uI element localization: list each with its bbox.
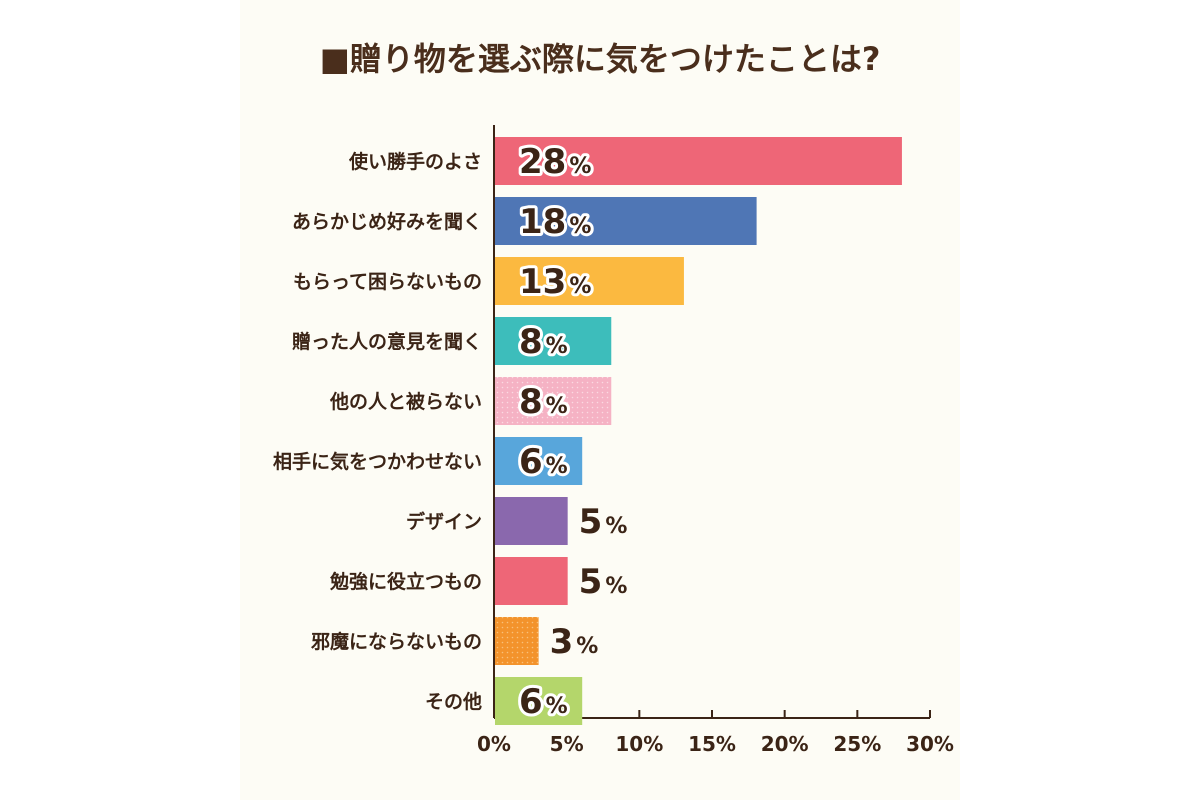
- value-label: 8%: [519, 382, 568, 422]
- bar: [495, 677, 583, 725]
- value-number: 8: [519, 382, 543, 422]
- value-label: 28%: [519, 142, 591, 182]
- bar: [495, 377, 612, 425]
- chart-panel: ■贈り物を選ぶ際に気をつけたことは? 0% 5% 10% 15% 20% 25% 30% 2…: [240, 0, 960, 800]
- category-labels: 使い勝手のよさあらかじめ好みを聞くもらって困らないもの贈った人の意見を聞く他の人…: [273, 150, 482, 713]
- value-unit: %: [605, 574, 627, 599]
- value-unit: %: [569, 274, 591, 299]
- bar: [495, 497, 568, 545]
- value-unit: %: [569, 154, 591, 179]
- value-label: 13%: [519, 262, 591, 302]
- bar: [495, 257, 684, 305]
- category-label: 邪魔にならないもの: [310, 630, 482, 653]
- category-label: その他: [425, 690, 482, 713]
- x-tick-label: 0%: [477, 732, 511, 756]
- value-unit: %: [546, 694, 568, 719]
- x-tick-label: 5%: [550, 732, 584, 756]
- x-axis: 0% 5% 10% 15% 20% 25% 30%: [477, 125, 954, 756]
- x-tick-label: 25%: [833, 732, 881, 756]
- bar: [495, 317, 612, 365]
- value-number: 28: [519, 142, 566, 182]
- category-label: デザイン: [406, 510, 482, 533]
- value-number: 3: [550, 622, 574, 662]
- x-tick-label: 30%: [906, 732, 954, 756]
- category-label: 相手に気をつかわせない: [273, 450, 482, 473]
- value-number: 8: [519, 322, 543, 362]
- value-unit: %: [546, 394, 568, 419]
- category-label: あらかじめ好みを聞く: [292, 210, 482, 233]
- value-label: 5%: [579, 502, 628, 542]
- x-tick-label: 20%: [761, 732, 809, 756]
- value-number: 6: [519, 682, 543, 722]
- value-unit: %: [546, 454, 568, 479]
- bar: [495, 617, 539, 665]
- x-tick-label: 15%: [688, 732, 736, 756]
- chart-title: ■贈り物を選ぶ際に気をつけたことは?: [320, 40, 881, 78]
- value-number: 6: [519, 442, 543, 482]
- bar: [495, 557, 568, 605]
- value-number: 18: [519, 202, 566, 242]
- bars-group: 28 %18 %13 %8 %8 %6 %5 %5 %3 %6%: [495, 137, 902, 725]
- value-label: 6%: [519, 682, 568, 722]
- value-label: 3%: [550, 622, 599, 662]
- bar-chart: ■贈り物を選ぶ際に気をつけたことは? 0% 5% 10% 15% 20% 25% 30% 2…: [273, 40, 954, 756]
- value-unit: %: [546, 334, 568, 359]
- value-label: 5%: [579, 562, 628, 602]
- value-unit: %: [605, 514, 627, 539]
- category-label: 贈った人の意見を聞く: [292, 330, 482, 353]
- category-label: 他の人と被らない: [329, 390, 482, 413]
- value-unit: %: [576, 634, 598, 659]
- value-number: 13: [519, 262, 566, 302]
- value-number: 5: [579, 562, 603, 602]
- value-label: 18%: [519, 202, 591, 242]
- category-label: 勉強に役立つもの: [329, 570, 482, 593]
- bar: [495, 437, 583, 485]
- value-label: 8%: [519, 322, 568, 362]
- bar: [495, 137, 902, 185]
- value-label: 6%: [519, 442, 568, 482]
- x-tick-label: 10%: [615, 732, 663, 756]
- category-label: もらって困らないもの: [293, 271, 482, 293]
- value-unit: %: [569, 214, 591, 239]
- category-label: 使い勝手のよさ: [348, 150, 482, 173]
- value-number: 5: [579, 502, 603, 542]
- bar: [495, 197, 757, 245]
